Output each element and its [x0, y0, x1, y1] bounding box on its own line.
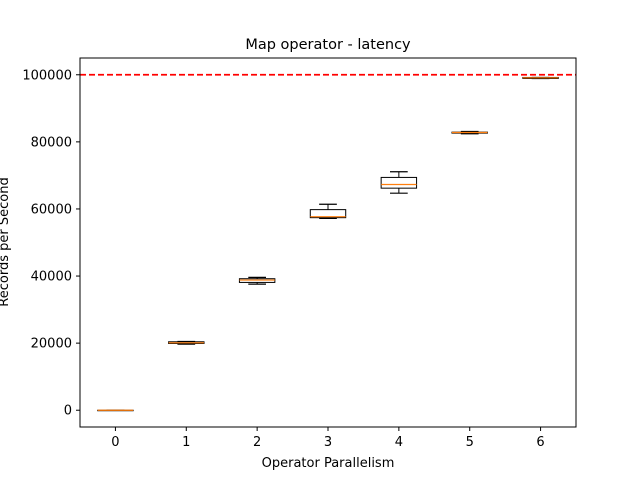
y-tick-label: 80000 — [31, 135, 72, 150]
box-series — [97, 76, 559, 412]
box-3 — [309, 203, 347, 219]
x-tick-label: 2 — [253, 435, 261, 450]
box-2 — [238, 276, 276, 285]
y-tick-label: 40000 — [31, 270, 72, 285]
chart-title: Map operator - latency — [245, 37, 411, 53]
plot-frame — [79, 57, 577, 428]
box-1 — [168, 340, 205, 345]
x-tick-label: 1 — [182, 435, 190, 450]
y-axis-label: Records per Second — [0, 177, 12, 306]
x-tick-label: 3 — [324, 435, 332, 450]
y-tick-label: 60000 — [31, 202, 72, 217]
axis-ticks: 0 20000 40000 60000 80000 100000 0 1 2 3 4 5 6 — [22, 68, 544, 450]
box-0 — [97, 409, 134, 412]
x-tick-label: 4 — [395, 435, 403, 450]
y-tick-label: 100000 — [22, 68, 72, 83]
box-4 — [380, 171, 418, 194]
box-6 — [522, 76, 559, 80]
x-tick-label: 6 — [536, 435, 544, 450]
x-axis-label: Operator Parallelism — [262, 456, 395, 471]
box-5 — [451, 130, 488, 135]
y-tick-label: 20000 — [31, 337, 72, 352]
x-tick-label: 0 — [111, 435, 119, 450]
box-body — [380, 176, 418, 189]
y-tick-label: 0 — [64, 404, 72, 419]
x-tick-label: 5 — [466, 435, 474, 450]
box-body — [309, 209, 347, 219]
